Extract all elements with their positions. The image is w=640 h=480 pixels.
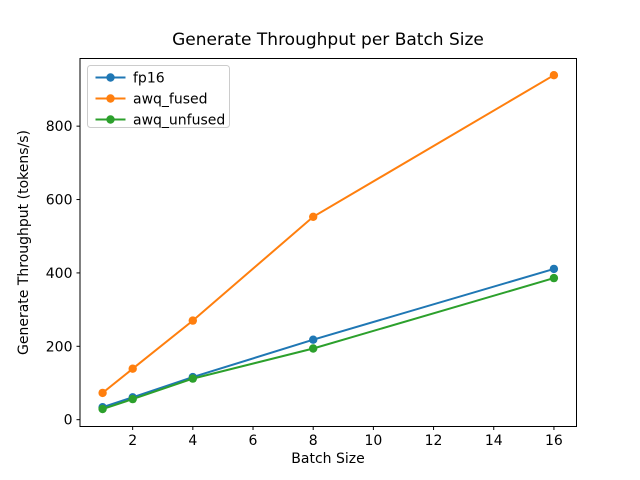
series-marker-awq_unfused <box>128 394 137 404</box>
series-marker-awq_fused <box>549 71 559 80</box>
series-marker-awq_unfused <box>549 273 559 283</box>
series-marker-awq_fused <box>128 364 137 373</box>
legend-label: awq_unfused <box>133 113 225 129</box>
y-axis-label: Generate Throughput (tokens/s) <box>16 130 32 355</box>
legend-box <box>87 65 230 128</box>
x-tick-label: 12 <box>425 433 443 449</box>
x-tick-label: 6 <box>249 433 258 449</box>
x-tick-label: 8 <box>309 433 318 449</box>
series-marker-awq_unfused <box>98 404 107 414</box>
y-tick-label: 200 <box>46 339 73 355</box>
x-tick-label: 14 <box>485 433 503 449</box>
legend-marker <box>106 94 115 103</box>
x-tick-label: 16 <box>545 433 563 449</box>
x-tick-label: 4 <box>188 433 197 449</box>
series-marker-awq_unfused <box>188 374 197 383</box>
series-marker-awq_fused <box>98 388 107 398</box>
axes-frame <box>79 58 577 427</box>
data-series <box>98 71 559 414</box>
x-tick-label: 10 <box>364 433 382 449</box>
y-tick-label: 400 <box>46 266 73 282</box>
series-marker-fp16 <box>549 264 559 274</box>
x-axis-label: Batch Size <box>291 451 364 467</box>
legend-entry-awq_unfused: awq_unfused <box>95 113 225 129</box>
legend-entry-awq_fused: awq_fused <box>95 92 208 108</box>
axis-ticks: 2 4 6 8 10 12 14 16 0 200 400 600 800 <box>46 119 563 449</box>
legend-marker <box>106 73 115 82</box>
y-tick-label: 600 <box>46 193 73 209</box>
series-marker-awq_unfused <box>309 344 318 353</box>
series-marker-fp16 <box>309 335 318 344</box>
legend-marker <box>106 115 115 124</box>
legend-entry-fp16: fp16 <box>95 71 165 87</box>
chart-title: Generate Throughput per Batch Size <box>172 30 484 50</box>
y-tick-label: 0 <box>64 413 73 429</box>
x-tick-label: 2 <box>128 433 137 449</box>
legend-label: awq_fused <box>133 92 208 108</box>
series-line-awq_unfused <box>102 277 555 410</box>
legend-label: fp16 <box>133 71 165 87</box>
y-tick-label: 800 <box>46 119 73 135</box>
series-marker-awq_fused <box>309 212 318 221</box>
legend: fp16 awq_fused awq_unfused <box>87 65 230 129</box>
series-marker-awq_fused <box>188 316 197 325</box>
